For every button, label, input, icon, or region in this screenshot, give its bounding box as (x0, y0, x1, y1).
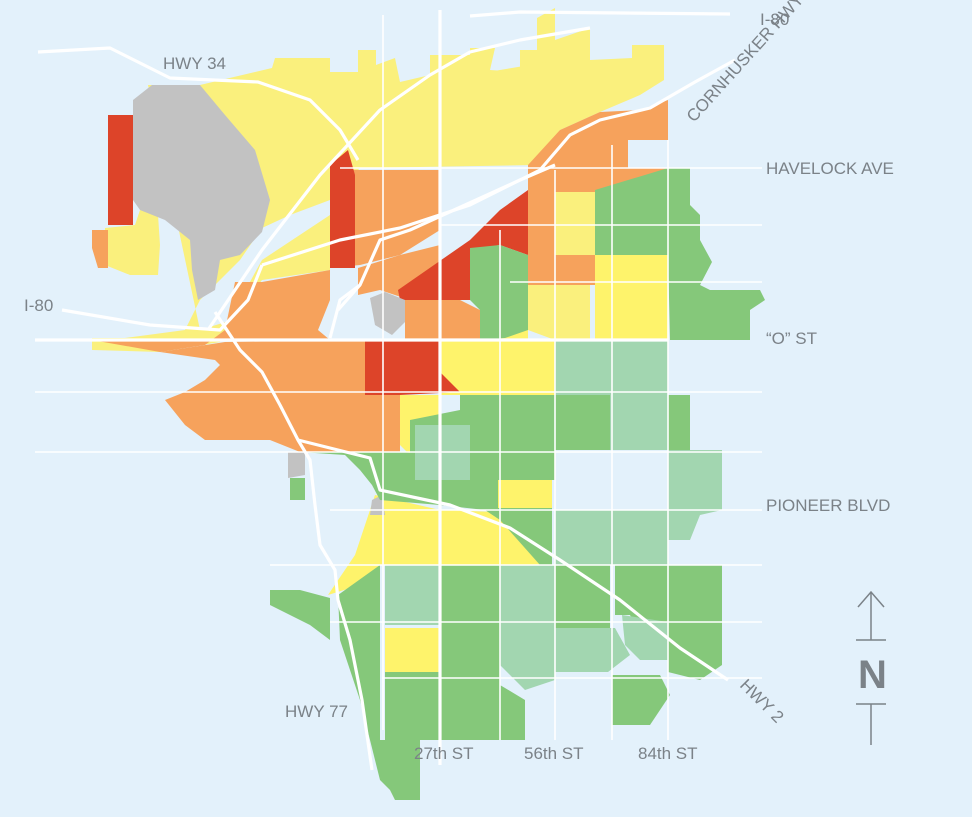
i80-top-road (469, 10, 731, 18)
hwy2-road (297, 438, 729, 682)
orange-zones (92, 100, 668, 452)
i80-diag-road (206, 26, 591, 331)
o-st-label: “O” ST (766, 329, 817, 348)
red-zones (108, 115, 528, 395)
north-letter: N (858, 653, 887, 697)
i80-left-road (61, 264, 264, 332)
green-zones (270, 168, 765, 800)
i80-top-label: I-80 (760, 10, 789, 29)
hwy34-label: HWY 34 (163, 54, 226, 73)
north-arrow-icon (856, 590, 886, 745)
ramp-road (328, 283, 361, 339)
56th-st-label: 56th ST (524, 744, 584, 763)
cornhusker-road (261, 58, 736, 267)
havelock-label: HAVELOCK AVE (766, 159, 894, 178)
i80-left-label: I-80 (24, 296, 53, 315)
hwy34-road (37, 46, 360, 161)
hwy77-label: HWY 77 (285, 702, 348, 721)
84th-st-label: 84th ST (638, 744, 698, 763)
major-roads (35, 10, 736, 771)
hwy77-road (213, 311, 374, 771)
pioneer-label: PIONEER BLVD (766, 496, 890, 515)
27th-st-label: 27th ST (414, 744, 474, 763)
